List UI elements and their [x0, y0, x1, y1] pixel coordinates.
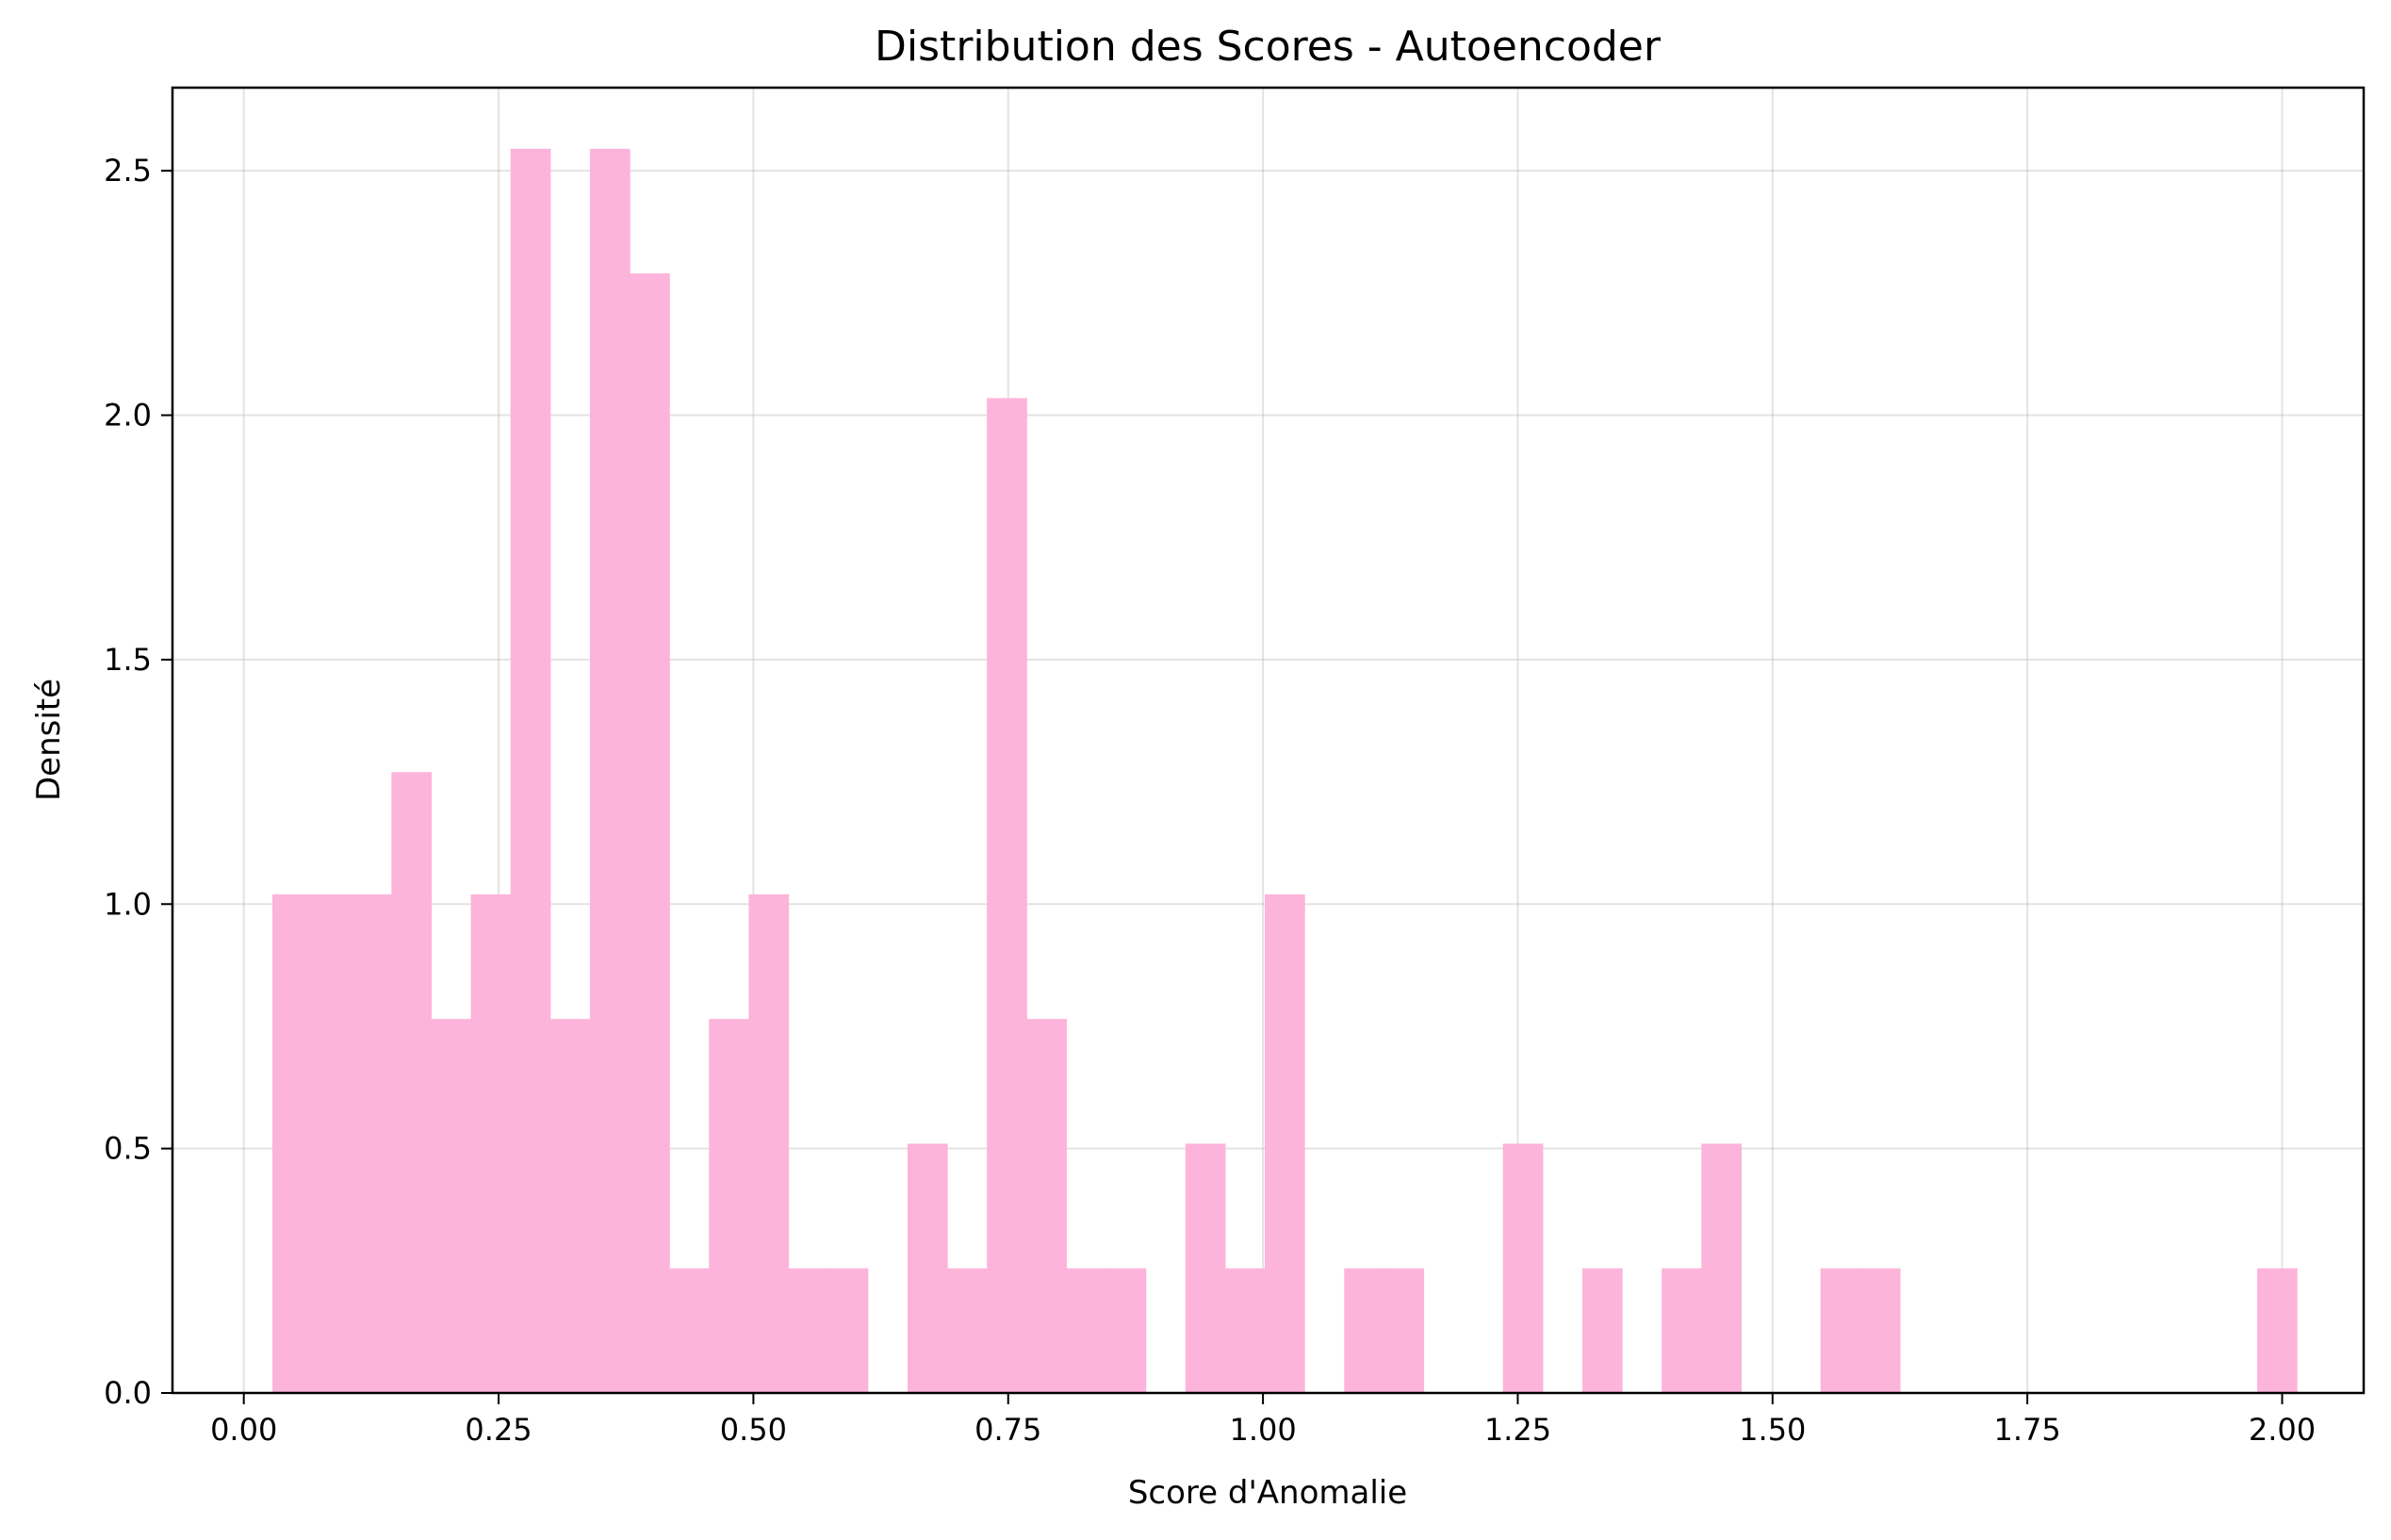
histogram-bar [907, 1143, 948, 1393]
x-tick-label: 0.25 [465, 1412, 532, 1448]
x-axis-ticks: 0.00 0.25 0.50 0.75 1.00 1.25 1.50 1.75 2.00 [210, 1393, 2316, 1448]
histogram-bar [1344, 1268, 1384, 1393]
histogram-bar [1185, 1143, 1226, 1393]
y-tick-label: 1.5 [104, 642, 152, 678]
y-tick-label: 0.0 [104, 1375, 152, 1411]
histogram-bar [1026, 1019, 1067, 1393]
histogram-bar [1224, 1268, 1266, 1393]
histogram-bar [1264, 893, 1305, 1393]
x-tick-label: 1.50 [1739, 1412, 1806, 1448]
histogram-bar [2256, 1268, 2298, 1393]
histogram-bar [1662, 1268, 1702, 1393]
x-tick-label: 2.00 [2249, 1412, 2316, 1448]
histogram-bar [549, 1019, 591, 1393]
histogram-bar [431, 1019, 472, 1393]
histogram-bar [1502, 1143, 1544, 1393]
x-tick-label: 1.00 [1229, 1412, 1296, 1448]
histogram-bar [510, 148, 551, 1393]
x-tick-label: 0.50 [720, 1412, 787, 1448]
x-tick-label: 0.00 [210, 1412, 277, 1448]
y-tick-label: 2.0 [104, 398, 152, 434]
chart-title: Distribution des Scores - Autoencoder [875, 23, 1662, 71]
histogram-bar [947, 1268, 988, 1393]
histogram-bar [312, 893, 352, 1393]
histogram-bar [1105, 1268, 1147, 1393]
histogram-bar [391, 772, 433, 1393]
y-tick-label: 0.5 [104, 1131, 152, 1167]
histogram-bars [271, 148, 2298, 1394]
histogram-bar [748, 893, 790, 1393]
histogram-bar [1384, 1268, 1425, 1393]
histogram-bar [669, 1268, 710, 1393]
histogram-bar [1820, 1268, 1861, 1393]
histogram-bar [589, 148, 631, 1393]
x-tick-label: 1.75 [1994, 1412, 2061, 1448]
x-tick-label: 1.25 [1484, 1412, 1551, 1448]
histogram-bar [1581, 1268, 1623, 1393]
y-axis-ticks: 0.0 0.5 1.0 1.5 2.0 2.5 [104, 153, 172, 1411]
y-tick-label: 2.5 [104, 153, 152, 188]
histogram-bar [352, 893, 392, 1393]
histogram-bar [788, 1268, 829, 1393]
histogram-bar [709, 1019, 750, 1393]
histogram-bar [1701, 1143, 1743, 1393]
y-axis-label: Densité [30, 679, 68, 801]
histogram-bar [1066, 1268, 1107, 1393]
histogram-bar [630, 273, 670, 1394]
x-tick-label: 0.75 [974, 1412, 1041, 1448]
histogram-bar [1859, 1268, 1901, 1393]
x-axis-label: Score d'Anomalie [1128, 1474, 1407, 1512]
histogram-bar [987, 398, 1027, 1394]
histogram-bar [271, 893, 313, 1393]
histogram-bar [827, 1268, 869, 1393]
histogram-bar [470, 893, 512, 1393]
plot-frame [171, 86, 2366, 1395]
y-tick-label: 1.0 [104, 886, 152, 922]
